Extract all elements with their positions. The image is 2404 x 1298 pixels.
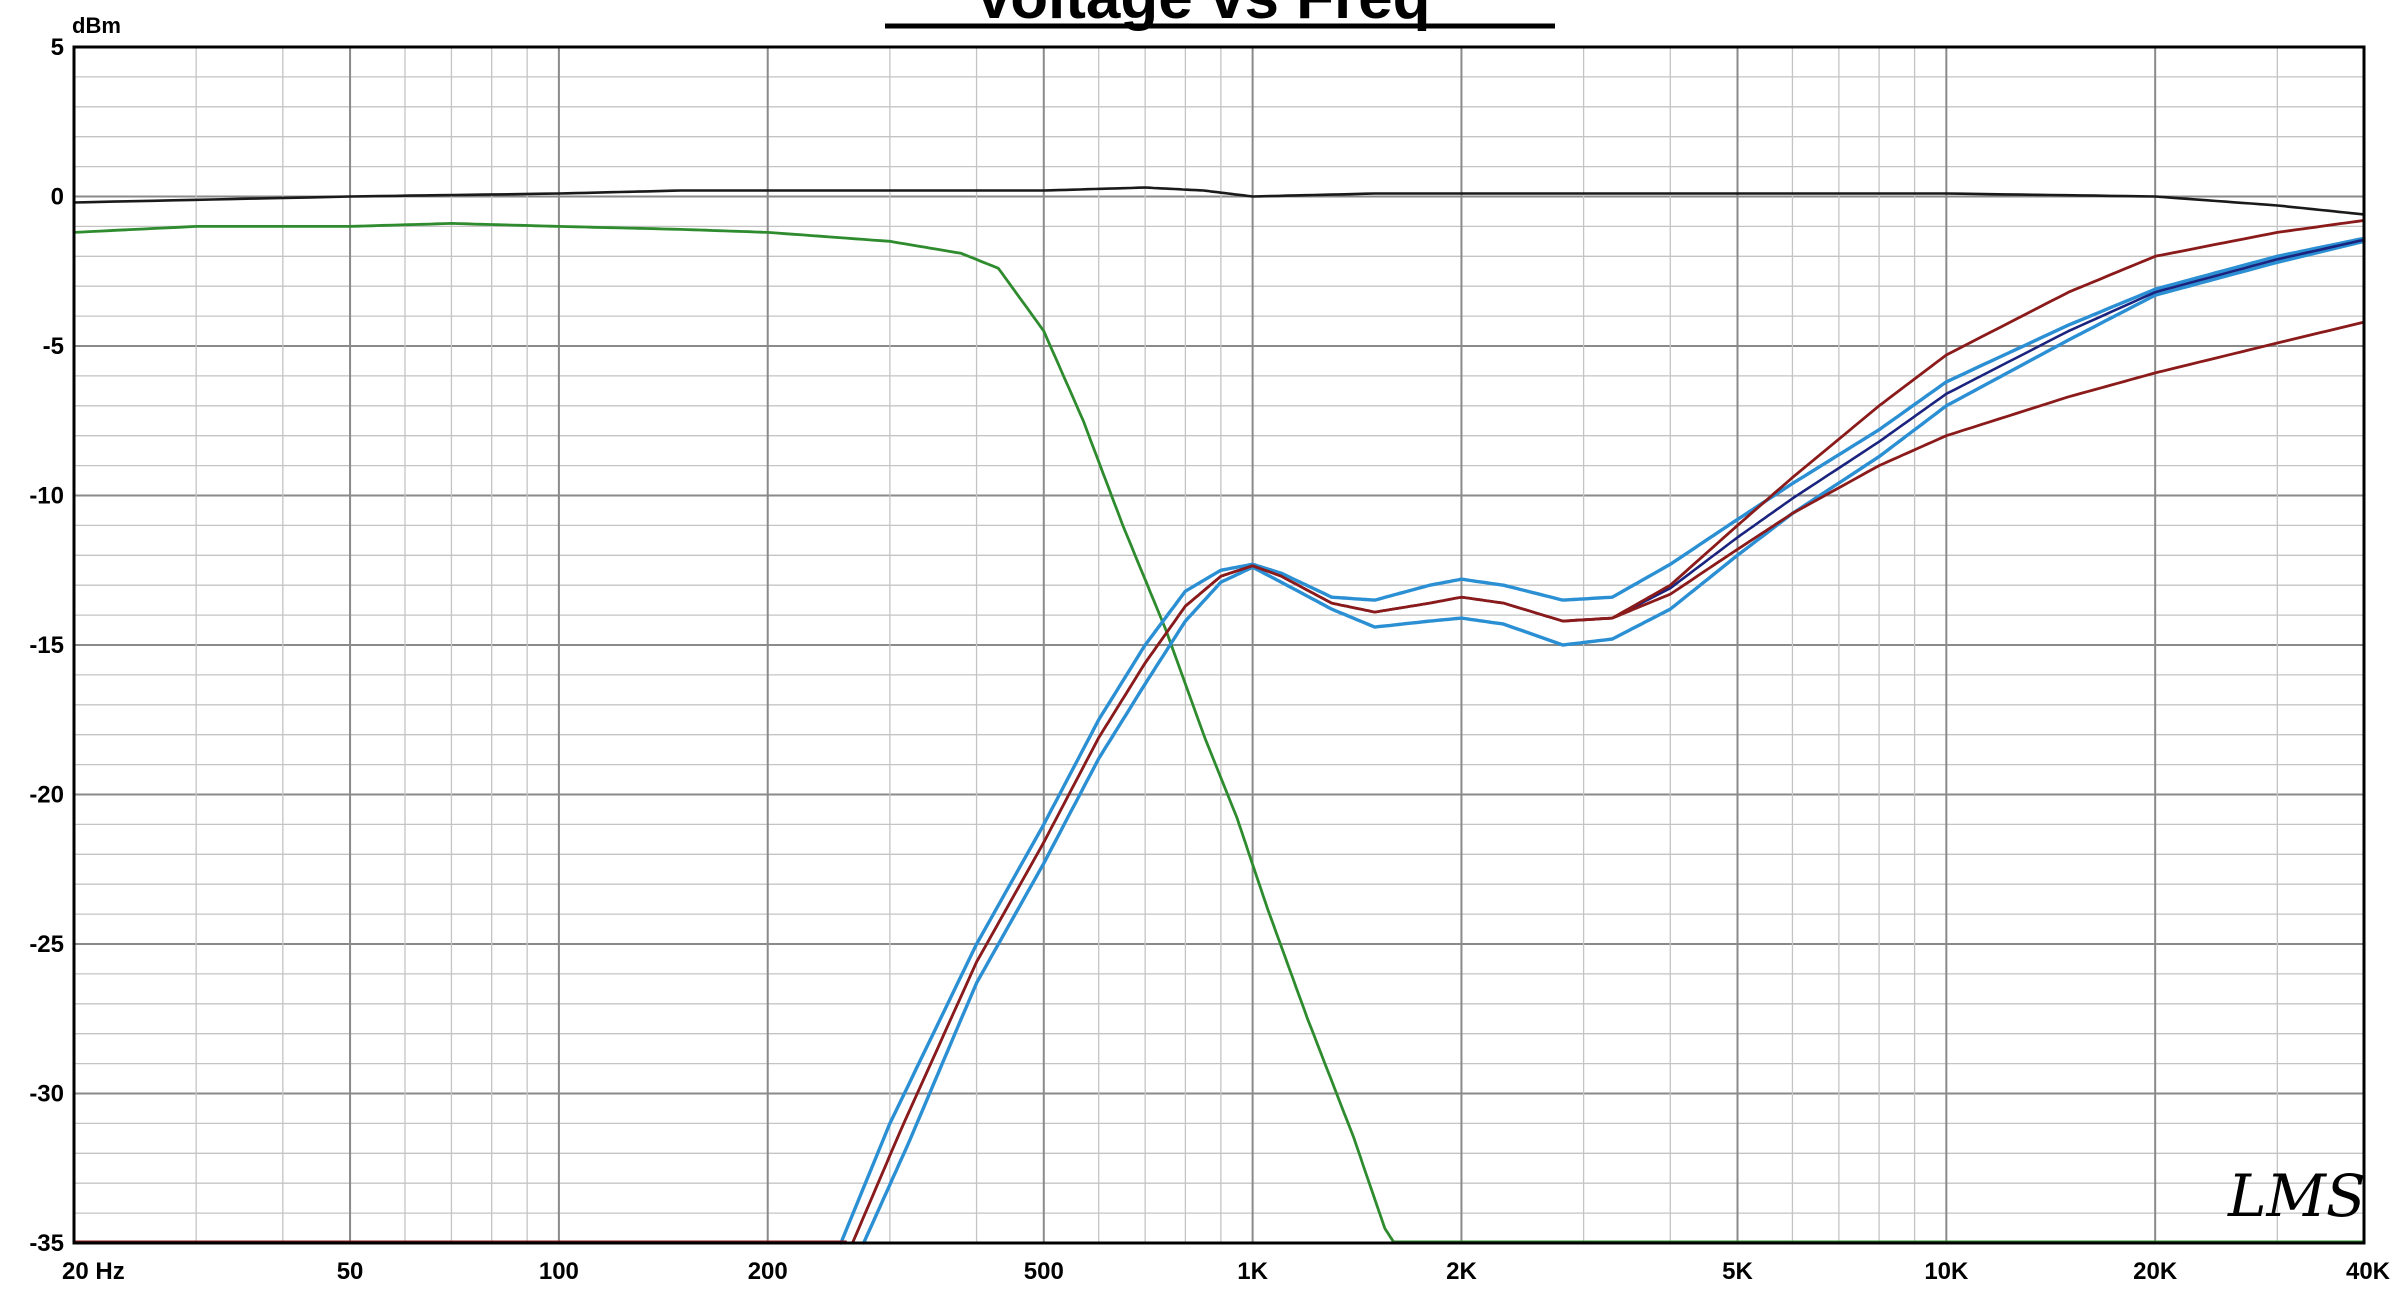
series-line — [72, 222, 1396, 1245]
grid — [73, 46, 2365, 1244]
y-tick-label: -10 — [29, 483, 64, 510]
y-axis-unit-label: dBm — [72, 13, 121, 38]
series-line — [1561, 320, 2366, 623]
x-tick-label: 200 — [748, 1258, 788, 1285]
x-tick-label: 500 — [1024, 1258, 1064, 1285]
series-line — [851, 219, 2366, 1245]
series-line — [72, 186, 2366, 216]
y-tick-labels: 5 0 -5 -10 -15 -20 -25 -30 -35 — [29, 34, 64, 1257]
x-tick-label: 10K — [1924, 1258, 1969, 1285]
y-tick-label: -30 — [29, 1081, 64, 1108]
series-line — [839, 236, 2366, 1245]
lms-watermark: LMS — [2227, 1162, 2366, 1230]
x-tick-label: 20 Hz — [62, 1258, 125, 1285]
x-tick-label: 50 — [337, 1258, 364, 1285]
series-line — [862, 239, 2366, 1245]
y-tick-label: -20 — [29, 782, 64, 809]
x-tick-label: 100 — [539, 1258, 579, 1285]
y-tick-label: -5 — [43, 333, 64, 360]
x-tick-label: 5K — [1722, 1258, 1753, 1285]
y-tick-label: -15 — [29, 632, 64, 659]
y-tick-label: 0 — [51, 184, 64, 211]
x-tick-labels: 20 Hz 50 100 200 500 1K 2K 5K 10K 20K 40K — [62, 1258, 2391, 1285]
x-tick-label: 40K — [2346, 1258, 2391, 1285]
y-tick-label: 5 — [51, 34, 64, 61]
y-tick-label: -35 — [29, 1230, 64, 1257]
plot-frame — [72, 45, 2366, 1245]
x-tick-label: 1K — [1237, 1258, 1268, 1285]
x-tick-label: 2K — [1446, 1258, 1477, 1285]
y-tick-label: -25 — [29, 931, 64, 958]
x-tick-label: 20K — [2133, 1258, 2178, 1285]
